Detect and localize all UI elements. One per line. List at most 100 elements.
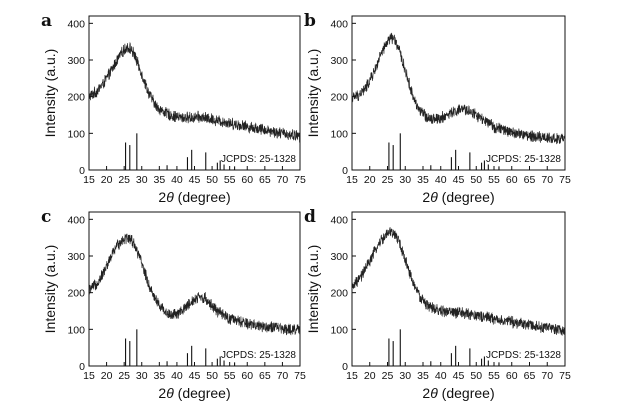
x-tick-label: 75 [559, 370, 571, 382]
plot-frame [88, 15, 301, 171]
y-tick-label: 0 [342, 361, 348, 373]
y-axis-title: Intensity (a.u.) [305, 49, 321, 138]
y-axis-title: Intensity (a.u.) [305, 245, 321, 334]
xrd-pattern-line [351, 227, 566, 336]
x-tick-label: 75 [294, 370, 306, 382]
x-tick-label: 60 [506, 370, 518, 382]
x-tick-label: 40 [171, 370, 183, 382]
x-axis-title-prefix: 2 [158, 385, 166, 401]
y-tick-label: 0 [342, 165, 348, 177]
x-axis-title: 2θ (degree) [158, 385, 230, 401]
x-axis-title-symbol: θ [430, 189, 438, 205]
x-tick-label: 45 [453, 370, 465, 382]
x-tick-label: 50 [206, 370, 218, 382]
plot-frame [351, 15, 566, 171]
y-tick-label: 100 [67, 324, 85, 336]
x-tick-label: 40 [435, 174, 447, 186]
x-tick-label: 75 [559, 174, 571, 186]
x-tick-label: 20 [364, 370, 376, 382]
x-axis-title-suffix: (degree) [438, 385, 495, 401]
x-tick-label: 35 [153, 370, 165, 382]
y-tick-label: 100 [330, 128, 348, 140]
reference-label: JCPDS: 25-1328 [221, 350, 296, 361]
x-tick-label: 70 [277, 174, 289, 186]
x-tick-label: 70 [541, 174, 553, 186]
y-tick-label: 200 [67, 92, 85, 104]
reference-label: JCPDS: 25-1328 [221, 154, 296, 165]
y-tick-label: 300 [330, 251, 348, 263]
xrd-pattern-line [88, 233, 301, 336]
x-axis-title-suffix: (degree) [174, 189, 231, 205]
x-tick-label: 65 [259, 174, 271, 186]
x-axis-title-suffix: (degree) [438, 189, 495, 205]
x-axis-title: 2θ (degree) [422, 385, 494, 401]
panel-letter: b [304, 11, 316, 31]
y-tick-label: 100 [330, 324, 348, 336]
y-tick-label: 300 [330, 55, 348, 67]
y-tick-label: 200 [330, 288, 348, 300]
x-tick-label: 15 [83, 174, 95, 186]
x-tick-label: 35 [417, 174, 429, 186]
x-axis-title-symbol: θ [166, 385, 174, 401]
x-tick-label: 15 [83, 370, 95, 382]
x-tick-label: 50 [470, 370, 482, 382]
y-tick-label: 100 [67, 128, 85, 140]
x-tick-label: 25 [382, 370, 394, 382]
x-tick-label: 45 [453, 174, 465, 186]
plot-frame [88, 211, 301, 367]
y-tick-label: 400 [330, 214, 348, 226]
x-axis-title-symbol: θ [166, 189, 174, 205]
y-tick-label: 0 [79, 165, 85, 177]
x-tick-label: 25 [118, 370, 130, 382]
x-axis-title: 2θ (degree) [422, 189, 494, 205]
x-tick-label: 30 [399, 174, 411, 186]
x-tick-label: 55 [488, 370, 500, 382]
x-axis-title-prefix: 2 [422, 189, 430, 205]
y-tick-label: 400 [67, 214, 85, 226]
x-tick-label: 60 [241, 174, 253, 186]
x-tick-label: 30 [136, 370, 148, 382]
x-tick-label: 65 [259, 370, 271, 382]
x-tick-label: 60 [506, 174, 518, 186]
y-tick-label: 300 [67, 251, 85, 263]
x-tick-label: 40 [435, 370, 447, 382]
x-tick-label: 75 [294, 174, 306, 186]
x-tick-label: 60 [241, 370, 253, 382]
x-tick-label: 20 [364, 174, 376, 186]
x-tick-label: 35 [153, 174, 165, 186]
x-tick-label: 45 [189, 370, 201, 382]
x-tick-label: 50 [470, 174, 482, 186]
x-axis-title-symbol: θ [430, 385, 438, 401]
y-tick-label: 400 [330, 18, 348, 30]
x-tick-label: 70 [541, 370, 553, 382]
x-tick-label: 50 [206, 174, 218, 186]
y-tick-label: 200 [330, 92, 348, 104]
x-tick-label: 35 [417, 370, 429, 382]
panel-letter: d [304, 207, 316, 227]
x-tick-label: 55 [488, 174, 500, 186]
y-axis-title: Intensity (a.u.) [42, 245, 58, 334]
reference-label: JCPDS: 25-1328 [486, 350, 561, 361]
x-tick-label: 65 [524, 174, 536, 186]
x-axis-title-suffix: (degree) [174, 385, 231, 401]
y-tick-label: 200 [67, 288, 85, 300]
xrd-pattern-line [351, 32, 566, 145]
x-tick-label: 55 [224, 174, 236, 186]
x-tick-label: 25 [118, 174, 130, 186]
x-tick-label: 20 [101, 370, 113, 382]
x-tick-label: 65 [524, 370, 536, 382]
reference-label: JCPDS: 25-1328 [486, 154, 561, 165]
x-tick-label: 20 [101, 174, 113, 186]
x-tick-label: 25 [382, 174, 394, 186]
x-tick-label: 30 [136, 174, 148, 186]
xrd-pattern-line [88, 41, 301, 143]
x-axis-title-prefix: 2 [422, 385, 430, 401]
panel-letter: a [41, 11, 52, 31]
x-tick-label: 30 [399, 370, 411, 382]
x-tick-label: 15 [346, 370, 358, 382]
x-tick-label: 40 [171, 174, 183, 186]
